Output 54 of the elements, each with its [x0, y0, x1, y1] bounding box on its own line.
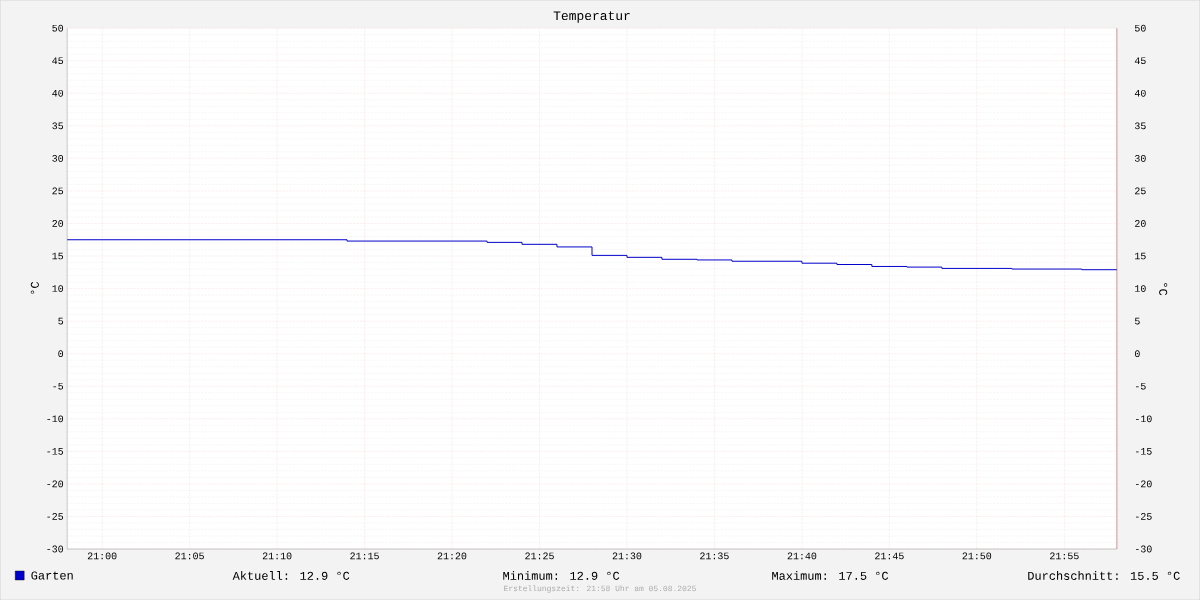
y2-tick-label: 5 [1134, 317, 1140, 325]
y-tick-label: -5 [53, 382, 64, 390]
x-tick-label: 21:45 [875, 552, 904, 560]
y2-tick-label: 20 [1135, 220, 1146, 227]
text: Aktuell: 12.9 °C [232, 571, 350, 580]
y2-tick-label: 25 [1135, 187, 1146, 195]
y2-tick-label: 35 [1134, 122, 1146, 130]
y2-tick-label: 10 [1135, 285, 1146, 292]
x-tick-label: 21:35 [700, 552, 729, 560]
y-axis-title: °C [30, 281, 39, 294]
y2-tick-label: -10 [1135, 415, 1152, 423]
y2-tick-label: -20 [1135, 480, 1152, 488]
y-tick-label: 45 [52, 57, 64, 64]
y2-axis-title: °C [1159, 283, 1168, 296]
y-tick-label: 10 [52, 285, 64, 292]
y2-tick-label: 15 [1135, 252, 1146, 260]
y-tick-label: -20 [47, 480, 64, 488]
y-tick-label: -10 [47, 415, 64, 423]
y2-tick-label: 0 [1134, 350, 1140, 357]
y-tick-label: 0 [58, 350, 64, 357]
y-tick-label: 50 [52, 24, 64, 32]
y2-tick-label: -5 [1135, 382, 1146, 390]
y-tick-label: -25 [47, 512, 64, 520]
x-tick-label: 21:25 [525, 552, 554, 560]
y2-tick-label: 30 [1134, 154, 1146, 162]
y2-tick-label: 50 [1134, 24, 1146, 32]
y2-tick-label: 45 [1134, 57, 1146, 64]
x-tick-label: 21:55 [1050, 552, 1079, 560]
y2-tick-label: 40 [1134, 89, 1146, 97]
x-tick-label: 21:00 [87, 552, 117, 560]
y-tick-label: 40 [52, 89, 64, 97]
y-tick-label: -30 [47, 545, 64, 553]
x-tick-label: 21:40 [787, 552, 817, 560]
x-tick-label: 21:50 [962, 552, 992, 560]
y2-tick-label: -30 [1135, 545, 1152, 553]
text: Minimum: 12.9 °C [503, 571, 620, 580]
y2-tick-label: -15 [1135, 447, 1152, 455]
legend-label: Garten [31, 571, 73, 580]
y2-tick-label: -25 [1135, 512, 1152, 520]
y-tick-label: 30 [52, 154, 64, 162]
y-tick-label: 15 [52, 252, 64, 260]
x-tick-label: 21:10 [262, 552, 292, 560]
x-tick-label: 21:05 [175, 552, 204, 560]
x-tick-label: 21:20 [437, 552, 467, 560]
y-tick-label: 25 [52, 187, 64, 195]
y-tick-label: 20 [52, 220, 64, 227]
x-tick-label: 21:30 [612, 552, 642, 560]
text: Durchschnitt: 15.5 °C [1028, 571, 1180, 580]
y-tick-label: 5 [58, 317, 64, 325]
x-tick-label: 21:15 [350, 552, 379, 560]
chart-title: Temperatur [553, 11, 630, 23]
text: Maximum: 17.5 °C [772, 571, 889, 580]
y-tick-label: 35 [52, 122, 64, 130]
y-tick-label: -15 [47, 447, 64, 455]
